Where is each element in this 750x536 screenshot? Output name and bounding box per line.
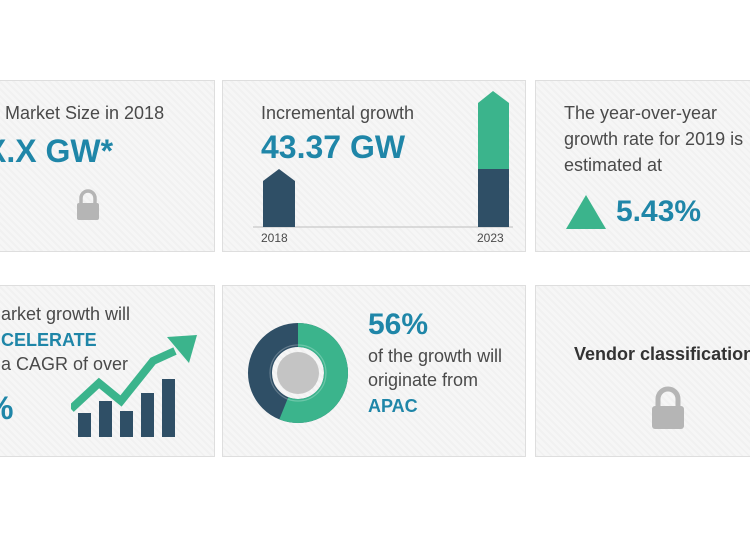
incremental-growth-card: Incremental growth 43.37 GW 2018 2023 — [222, 80, 526, 252]
bar-2023-upper — [478, 91, 509, 169]
donut-hole — [277, 352, 319, 394]
apac-line-2: originate from — [368, 370, 479, 390]
bar-2018 — [263, 169, 295, 227]
cagr-line-2: CELERATE — [1, 330, 97, 350]
vendor-card: Vendor classification — [535, 285, 750, 457]
incremental-label: Incremental growth — [261, 103, 415, 123]
donut-share — [248, 323, 348, 423]
cagr-value: % — [0, 390, 13, 427]
apac-percent: 56% — [368, 308, 429, 341]
apac-line-1: of the growth will — [368, 346, 503, 366]
cagr-line-3: a CAGR of over — [1, 354, 129, 374]
triangle-up-icon — [566, 195, 606, 229]
donut-chart — [248, 323, 348, 423]
apac-growth-card: 56% of the growth will originate from AP… — [222, 285, 526, 457]
bar-start-label: 2018 — [261, 231, 288, 245]
market-size-value: X.X GW* — [0, 133, 114, 169]
lock-icon — [77, 189, 99, 220]
lock-icon — [652, 386, 684, 429]
yoy-line-2: growth rate for 2019 is — [564, 129, 744, 149]
donut-inner-ring — [269, 344, 327, 402]
market-size-label: Market Size in 2018 — [5, 103, 165, 123]
yoy-line-3: estimated at — [564, 155, 663, 175]
yoy-line-1: The year-over-year — [564, 103, 718, 123]
vendor-label: Vendor classification — [574, 344, 750, 364]
market-size-card: Market Size in 2018 X.X GW* — [0, 80, 215, 252]
incremental-value: 43.37 GW — [261, 129, 406, 165]
bar-2023-lower — [478, 169, 509, 227]
yoy-value: 5.43% — [616, 195, 702, 228]
growth-bars — [253, 91, 513, 228]
apac-region: APAC — [368, 396, 418, 416]
cagr-card: arket growth will CELERATE a CAGR of ove… — [0, 285, 215, 457]
cagr-line-1: arket growth will — [1, 304, 131, 324]
yoy-growth-card: The year-over-year growth rate for 2019 … — [535, 80, 750, 252]
growth-chart-icon — [71, 335, 197, 437]
bar-end-label: 2023 — [477, 231, 504, 245]
